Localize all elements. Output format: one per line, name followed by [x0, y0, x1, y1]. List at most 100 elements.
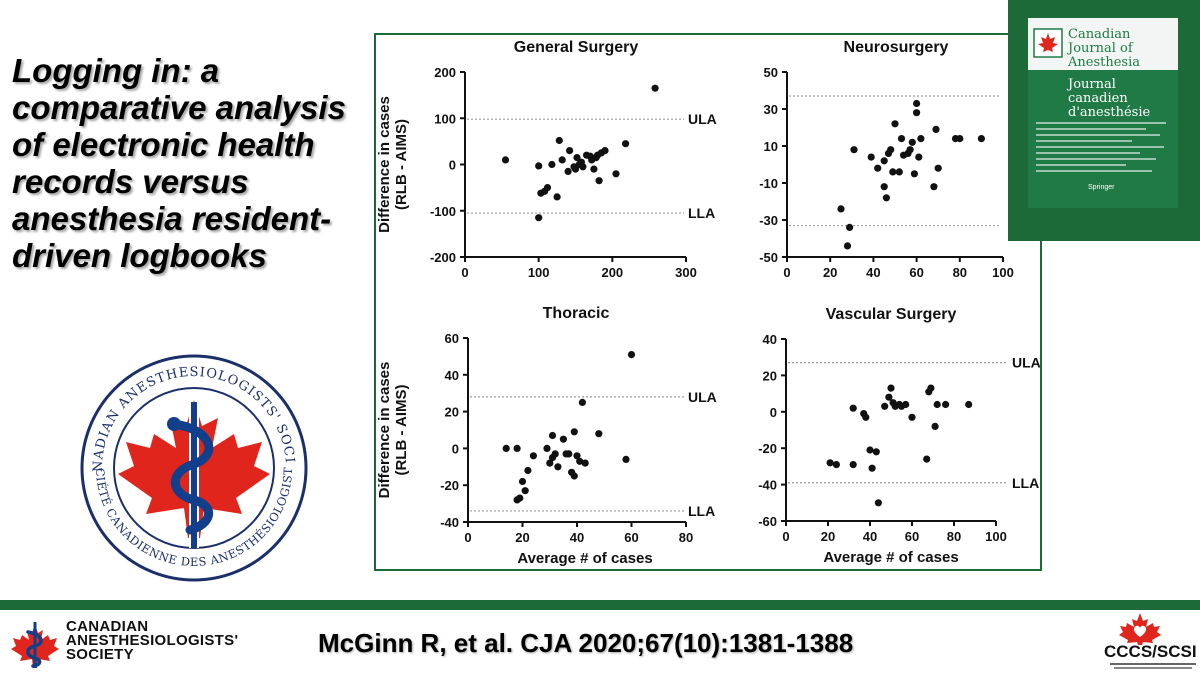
- limit-label: LLA: [688, 205, 715, 221]
- cover-text-line: [1036, 164, 1126, 166]
- cover-text-line: [1036, 146, 1164, 148]
- cover-text-line: [1036, 134, 1160, 136]
- data-point: [535, 162, 543, 170]
- data-point: [850, 146, 858, 154]
- x-tick-label: 80: [953, 265, 967, 280]
- data-point: [897, 135, 906, 143]
- data-point: [965, 400, 973, 409]
- society-seal-logo: CANADIAN ANESTHESIOLOGISTS' SOCIETY SOCI…: [78, 352, 308, 582]
- scatter-plot-3: Thoracic -40 -20 0 20 40 60 0 20 40 60 80 ULA LLA Aver…: [376, 305, 717, 567]
- footer-society-logo: [11, 622, 59, 668]
- data-point: [601, 147, 609, 155]
- y-tick-label: -50: [759, 250, 778, 265]
- footer-society-name: CANADIAN ANESTHESIOLOGISTS' SOCIETY: [66, 618, 239, 663]
- figure-panel: General Surgery -200 -100 0 100 200 0 100 200 300…: [374, 33, 1042, 571]
- x-axis-label: Average # of cases: [823, 549, 958, 566]
- data-point: [908, 413, 916, 421]
- citation: McGinn R, et al. CJA 2020;67(10):1381-13…: [318, 628, 854, 658]
- y-tick-label: 100: [434, 111, 456, 126]
- x-tick-label: 20: [821, 529, 835, 544]
- data-point: [501, 156, 510, 164]
- x-tick-label: 300: [675, 265, 697, 280]
- data-point: [934, 164, 942, 172]
- data-point: [554, 463, 562, 471]
- cover-text-line: [1036, 128, 1146, 130]
- journal-title-fr: Journal canadien d'anesthésie: [1068, 77, 1151, 120]
- y-tick-label: -200: [430, 250, 456, 265]
- x-tick-label: 100: [528, 265, 550, 280]
- data-point: [595, 177, 603, 185]
- data-point: [895, 168, 903, 176]
- y-tick-label: 10: [764, 139, 778, 154]
- data-point: [535, 214, 543, 222]
- y-tick-label: 60: [445, 331, 459, 346]
- x-tick-label: 40: [570, 530, 584, 545]
- data-point: [913, 109, 921, 117]
- cover-text-line: [1036, 170, 1152, 172]
- journal-publisher: Springer: [1088, 184, 1115, 191]
- data-point: [543, 444, 551, 452]
- ccs-subtitle-lines: [1110, 663, 1196, 669]
- scatter-plot-4: Vascular Surgery -60 -40 -20 0 20 40 0 20 40 60 80 1…: [758, 306, 1040, 566]
- data-point: [502, 444, 510, 452]
- data-point: [578, 398, 586, 406]
- y-tick-label: -40: [758, 478, 777, 493]
- x-tick-label: 60: [624, 530, 638, 545]
- x-tick-label: 0: [783, 265, 790, 280]
- data-point: [622, 455, 630, 463]
- data-point: [874, 164, 882, 172]
- y-tick-label: -30: [759, 213, 778, 228]
- data-point: [551, 450, 559, 458]
- data-point: [917, 135, 925, 143]
- journal-cover-page: Canadian Journal of Anesthesia Journal c…: [1028, 18, 1178, 208]
- data-point: [882, 194, 890, 202]
- data-point: [565, 450, 573, 458]
- data-point: [880, 183, 888, 191]
- x-tick-label: 20: [515, 530, 529, 545]
- data-point: [872, 448, 880, 456]
- data-point: [862, 413, 870, 421]
- data-point: [923, 455, 931, 463]
- cover-text-line: [1036, 158, 1156, 160]
- data-point: [889, 168, 897, 176]
- data-point: [548, 431, 557, 440]
- data-point: [529, 452, 537, 460]
- cover-text-line: [1036, 140, 1132, 142]
- data-point: [930, 183, 938, 191]
- data-point: [590, 165, 598, 173]
- data-point: [581, 459, 589, 467]
- data-point: [564, 167, 572, 175]
- data-point: [566, 147, 574, 155]
- journal-cover: Canadian Journal of Anesthesia Journal c…: [1008, 0, 1200, 241]
- y-tick-label: 200: [434, 65, 456, 80]
- serpent-icon: [169, 419, 214, 535]
- data-point: [548, 160, 556, 169]
- ccs-label: CCCS/SCSI: [1104, 642, 1197, 661]
- data-point: [518, 477, 527, 486]
- data-point: [627, 351, 636, 359]
- limit-label: ULA: [1012, 355, 1040, 371]
- data-point: [573, 154, 581, 162]
- journal-cover-band: [1028, 70, 1178, 208]
- x-tick-label: 40: [866, 265, 880, 280]
- limit-label: LLA: [688, 503, 715, 519]
- data-point: [881, 402, 889, 410]
- x-tick-label: 40: [863, 529, 877, 544]
- data-point: [546, 459, 554, 467]
- data-point: [570, 472, 578, 480]
- limit-label: ULA: [688, 111, 717, 127]
- data-point: [902, 400, 910, 409]
- data-point: [521, 487, 529, 495]
- y-tick-label: -40: [440, 515, 459, 530]
- y-tick-label: 40: [763, 332, 777, 347]
- data-point: [849, 404, 857, 412]
- x-tick-label: 80: [947, 529, 961, 544]
- y-tick-label: 0: [770, 405, 777, 420]
- data-point: [915, 153, 923, 161]
- y-tick-label: 30: [764, 102, 778, 117]
- limit-label: ULA: [688, 389, 717, 405]
- x-tick-label: 80: [679, 530, 693, 545]
- data-point: [849, 461, 857, 469]
- cover-text-line: [1036, 152, 1140, 154]
